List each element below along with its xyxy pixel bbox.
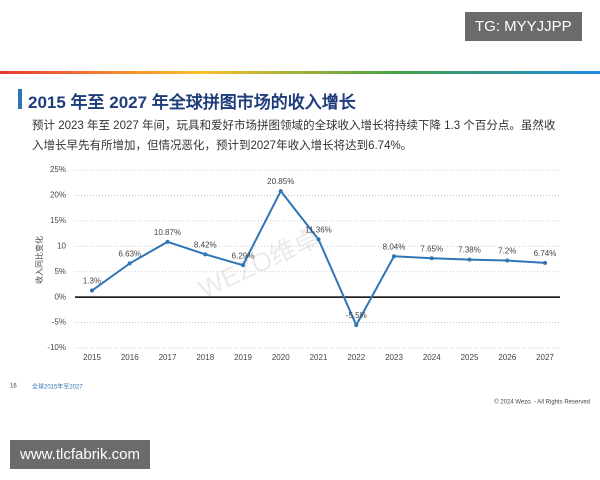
point: [165, 239, 170, 244]
value-label: 8.04%: [383, 242, 406, 251]
x-tick-label: 2020: [272, 353, 290, 362]
title: 2015 年至 2027 年全球拼图市场的收入增长: [28, 93, 356, 112]
value-label: 8.42%: [194, 240, 217, 249]
description: 预计 2023 年至 2027 年间，玩具和爱好市场拼图领域的全球收入增长将持续…: [32, 120, 556, 152]
point: [316, 237, 321, 242]
value-label: 6.74%: [534, 249, 557, 258]
y-tick-label: 20%: [50, 191, 66, 200]
x-tick-label: 2025: [461, 353, 479, 362]
x-tick-label: 2023: [385, 353, 403, 362]
y-tick-label: -10%: [47, 343, 66, 352]
y-tick-label: 25%: [50, 165, 66, 174]
x-tick-label: 2015: [83, 353, 101, 362]
x-tick-label: 2022: [347, 353, 365, 362]
value-label: 1.3%: [83, 277, 101, 286]
point: [467, 257, 472, 262]
value-label: 20.85%: [267, 177, 294, 186]
point: [392, 254, 396, 259]
value-label: 6.29%: [232, 251, 255, 260]
x-tick-label: 2016: [121, 353, 139, 362]
y-tick-label: 5%: [54, 267, 66, 276]
x-tick-label: 2024: [423, 353, 441, 362]
y-tick-label: 0%: [54, 292, 66, 301]
value-label: 7.65%: [420, 244, 443, 253]
point: [429, 256, 434, 261]
x-tick-label: 2017: [159, 353, 177, 362]
value-label: 6.63%: [118, 250, 141, 259]
copyright: © 2024 Wezo. - All Rights Reserved: [494, 399, 590, 406]
point: [127, 261, 132, 266]
value-label: 7.2%: [498, 247, 516, 256]
title-bar: [18, 89, 22, 109]
divider: [0, 71, 600, 74]
badge: www.tlcfabrik.com: [10, 440, 151, 469]
value-label: 11.36%: [305, 225, 332, 234]
point: [354, 323, 359, 328]
badge: TG: MYYJJPP: [465, 12, 582, 41]
x-tick-label: 2027: [536, 353, 554, 362]
y-tick-label: 15%: [50, 216, 66, 225]
point: [203, 252, 208, 257]
value-label: 7.38%: [458, 246, 481, 255]
footer-note: 全球2015年至2027: [32, 383, 83, 391]
line: [91, 189, 546, 328]
value-label: -5.5%: [346, 311, 367, 320]
point: [241, 263, 245, 268]
x-tick-label: 2018: [196, 353, 214, 362]
y-tick-label: -5%: [52, 318, 66, 327]
point: [278, 189, 283, 194]
x-tick-label: 2021: [310, 353, 328, 362]
x-tick-label: 2019: [234, 353, 252, 362]
point: [543, 260, 547, 265]
value-label: 10.87%: [154, 228, 181, 237]
x-tick-label: 2026: [498, 353, 516, 362]
point: [505, 258, 510, 263]
y-tick-label: 10: [57, 241, 66, 250]
page-number: 16: [10, 384, 17, 390]
point: [90, 288, 94, 293]
y-axis-label: 收入同比变化: [34, 236, 44, 284]
